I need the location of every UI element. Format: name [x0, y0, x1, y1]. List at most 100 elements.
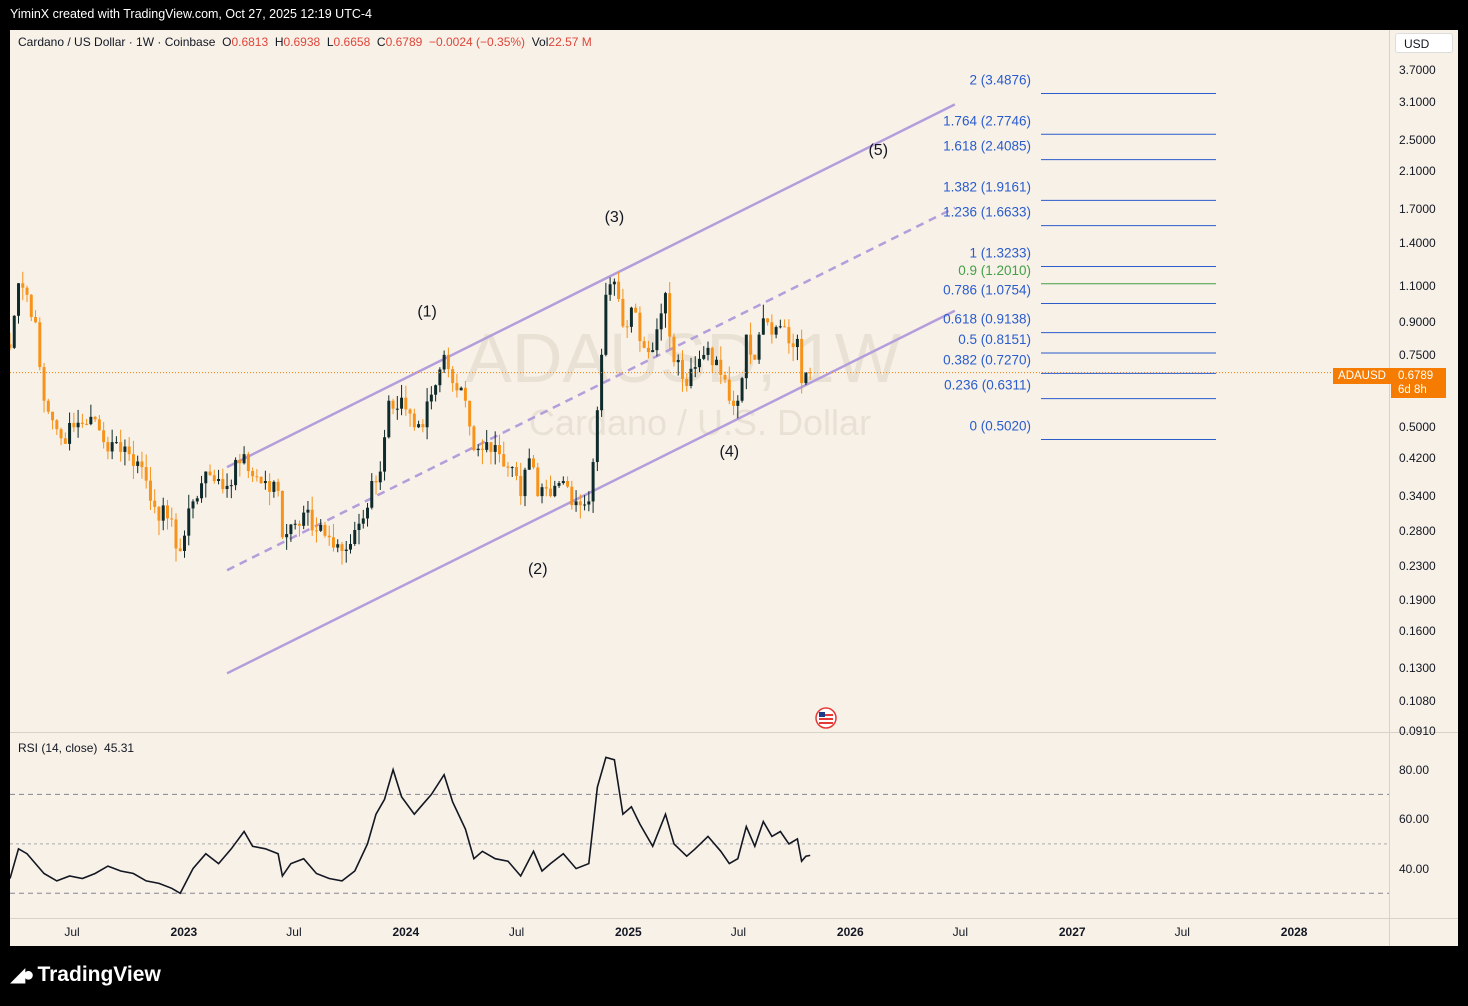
time-tick-year: 2023	[170, 925, 198, 939]
high-value: 0.6938	[283, 35, 321, 49]
candle	[114, 436, 118, 444]
time-tick-month: Jul	[952, 925, 968, 939]
candle	[314, 517, 318, 543]
candle	[740, 376, 744, 403]
price-tick-label: 1.7000	[1399, 201, 1436, 216]
rsi-line[interactable]	[10, 756, 811, 895]
currency-button[interactable]: USD	[1395, 33, 1453, 53]
candle	[17, 282, 21, 324]
candle	[204, 471, 208, 498]
candle	[757, 332, 761, 364]
candle	[774, 325, 778, 339]
candle	[174, 513, 178, 562]
candle	[102, 421, 106, 449]
candle	[34, 310, 38, 324]
candle	[251, 467, 255, 483]
price-tick-label: 0.5000	[1399, 420, 1436, 435]
candle	[646, 340, 650, 359]
candle	[51, 411, 55, 430]
candle	[715, 356, 719, 366]
channel-upper-line[interactable]	[226, 103, 956, 469]
candle	[680, 350, 684, 392]
price-tick-label: 0.1900	[1399, 592, 1436, 607]
candle	[672, 333, 676, 367]
fib-level-label: 0.9 (1.2010)	[958, 263, 1031, 278]
candle	[749, 322, 753, 365]
candle	[783, 319, 787, 328]
candle	[532, 454, 535, 470]
candle	[625, 319, 629, 338]
candle	[570, 480, 574, 510]
elliott-wave-label[interactable]: (1)	[417, 303, 437, 320]
elliott-wave-label[interactable]: (3)	[605, 209, 625, 226]
candle	[676, 354, 680, 376]
candle	[187, 494, 191, 546]
candle	[595, 406, 599, 472]
candle	[808, 367, 812, 380]
candle	[514, 461, 518, 481]
candle	[306, 500, 310, 526]
chart-frame[interactable]	[10, 30, 1458, 946]
candle	[463, 380, 467, 408]
candle	[63, 432, 67, 444]
rsi-tick-label: 40.00	[1399, 861, 1430, 876]
price-tick-label: 0.4200	[1399, 451, 1436, 466]
pane-divider[interactable]	[10, 732, 1458, 733]
channel-middle-line[interactable]	[226, 206, 956, 572]
candle	[604, 282, 608, 357]
candle	[727, 366, 731, 405]
time-tick-month: Jul	[286, 925, 302, 939]
last-price-badge: 0.6789 6d 8h	[1391, 368, 1446, 398]
candle	[485, 430, 489, 453]
us-flag-event-icon[interactable]	[815, 707, 837, 729]
tradingview-brand[interactable]: ◢● TradingView	[10, 962, 161, 987]
candle	[621, 288, 625, 328]
candle	[804, 372, 808, 386]
candle	[451, 366, 455, 392]
price-tick-label: 3.7000	[1399, 62, 1436, 77]
fib-level-label: 0.618 (0.9138)	[943, 312, 1031, 327]
candle	[268, 473, 272, 506]
candle	[591, 458, 595, 513]
candle	[161, 497, 165, 531]
candle	[106, 436, 110, 460]
candle	[157, 505, 161, 536]
candle	[46, 398, 50, 415]
watermark-symbol: ADAUSD, 1W	[465, 319, 901, 397]
close-label: C	[376, 35, 386, 49]
candle	[698, 350, 701, 373]
elliott-wave-label[interactable]: (2)	[528, 561, 548, 578]
time-tick-year: 2025	[615, 925, 642, 939]
rsi-title[interactable]: RSI (14, close)	[18, 741, 98, 755]
candle	[761, 304, 765, 335]
attribution: YiminX created with TradingView.com, Oct…	[10, 7, 372, 21]
candle	[689, 357, 693, 389]
candle	[404, 385, 408, 416]
candle	[800, 329, 804, 394]
time-tick-month: Jul	[1174, 925, 1190, 939]
candle	[42, 362, 46, 413]
candle	[476, 444, 480, 457]
channel-lower-line[interactable]	[226, 309, 956, 675]
open-value: 0.6813	[231, 35, 269, 49]
candle	[617, 272, 621, 302]
candle	[497, 434, 501, 463]
candle	[12, 315, 16, 350]
candle	[170, 507, 174, 527]
candle	[719, 346, 723, 385]
open-label: O	[222, 35, 232, 49]
bar-countdown: 6d 8h	[1398, 384, 1427, 396]
candle	[723, 371, 727, 384]
elliott-wave-label[interactable]: (4)	[720, 443, 740, 460]
candle	[374, 475, 378, 495]
candle	[387, 395, 391, 439]
tradingview-logo-icon: ◢●	[10, 964, 35, 986]
fib-level-label: 1.382 (1.9161)	[943, 179, 1031, 194]
candle	[480, 439, 484, 465]
price-tick-label: 2.1000	[1399, 164, 1436, 179]
candle	[366, 502, 370, 527]
elliott-wave-label[interactable]: (5)	[868, 142, 888, 159]
symbol-title[interactable]: Cardano / US Dollar · 1W · Coinbase	[18, 35, 216, 49]
candle	[395, 395, 399, 420]
